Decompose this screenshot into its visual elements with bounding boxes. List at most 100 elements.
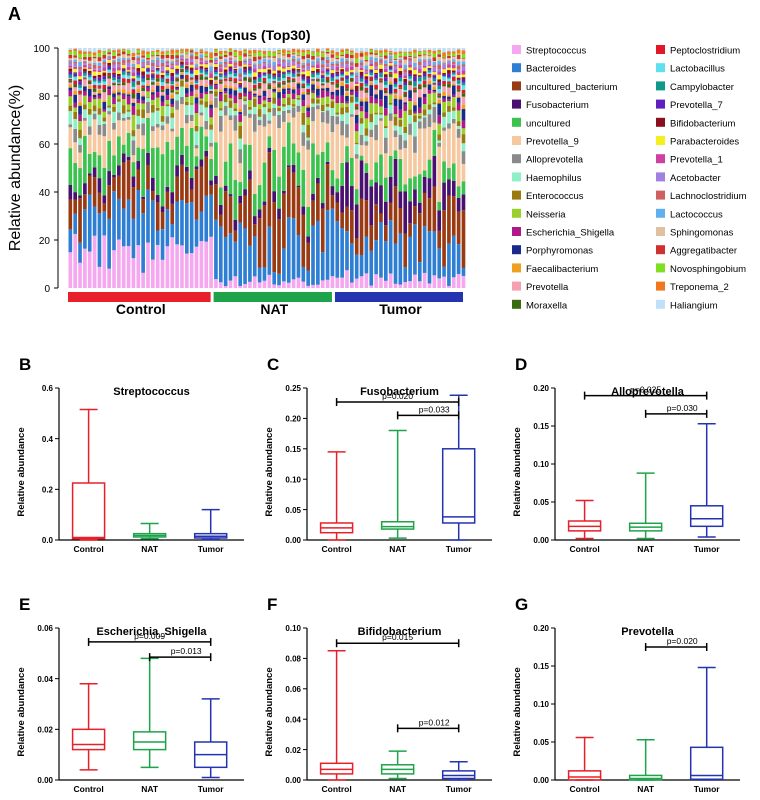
panel-ylabel: Relative abundance	[16, 667, 27, 756]
stacked-bar-segment	[383, 90, 388, 94]
stacked-bar-segment	[107, 114, 111, 141]
stacked-bar-segment	[165, 67, 170, 71]
stacked-bar-segment	[330, 48, 335, 51]
stacked-bar-segment	[316, 88, 320, 96]
stacked-bar-segment	[277, 51, 281, 54]
stacked-bar-segment	[204, 51, 209, 54]
stacked-bar-segment	[83, 135, 87, 184]
stacked-bar-segment	[180, 54, 184, 57]
stacked-bar-segment	[97, 85, 102, 88]
stacked-bar-segment	[350, 54, 354, 59]
stacked-bar-segment	[398, 68, 403, 72]
box-tumor	[689, 505, 724, 528]
stacked-bar-segment	[291, 164, 296, 173]
y-tick-label: 0.00	[37, 776, 53, 785]
stacked-bar-segment	[141, 50, 145, 55]
stacked-bar-segment	[398, 75, 403, 78]
stacked-bar-segment	[78, 76, 82, 80]
stacked-bar-segment	[165, 141, 170, 187]
stacked-bar-segment	[218, 204, 223, 215]
panel-title: Escherichia_Shigella	[96, 626, 207, 638]
stacked-bar-segment	[413, 56, 417, 58]
stacked-bar-segment	[131, 98, 136, 102]
stacked-bar-segment	[238, 50, 243, 56]
stacked-bar-segment	[354, 189, 359, 205]
stacked-bar-segment	[112, 177, 116, 192]
stacked-bar-segment	[248, 55, 252, 57]
stacked-bar-segment	[374, 94, 378, 99]
stacked-bar-segment	[267, 97, 272, 98]
stacked-bar-segment	[136, 103, 141, 110]
stacked-bar-segment	[461, 48, 466, 51]
stacked-bar-segment	[369, 103, 374, 114]
stacked-bar-segment	[286, 72, 291, 74]
stacked-bar-segment	[204, 74, 209, 77]
stacked-bar-segment	[359, 82, 364, 87]
stacked-bar-segment	[141, 199, 145, 214]
stacked-bar-segment	[233, 110, 238, 116]
stacked-bar-segment	[117, 58, 121, 62]
stacked-bar-segment	[112, 97, 116, 105]
stacked-bar-segment	[112, 104, 116, 107]
stacked-bar-segment	[335, 192, 340, 203]
stacked-bar-segment	[117, 73, 121, 77]
stacked-bar-segment	[456, 49, 461, 54]
legend-swatch	[512, 99, 521, 109]
stacked-bar-segment	[422, 50, 427, 52]
stacked-bar-segment	[277, 63, 281, 67]
stacked-bar-segment	[233, 130, 238, 180]
stacked-bar-segment	[286, 90, 291, 94]
stacked-bar-segment	[165, 63, 170, 65]
stacked-bar-segment	[87, 64, 92, 66]
stacked-bar-segment	[92, 81, 97, 85]
stacked-bar-segment	[189, 189, 194, 203]
stacked-bar-segment	[68, 87, 73, 91]
stacked-bar-segment	[117, 198, 121, 240]
stacked-bar-segment	[102, 59, 107, 62]
stacked-bar-segment	[393, 92, 398, 94]
stacked-bar-segment	[437, 93, 442, 96]
stacked-bar-segment	[102, 70, 107, 73]
stacked-bar-segment	[204, 57, 209, 61]
stacked-bar-segment	[155, 195, 160, 203]
stacked-bar-segment	[223, 53, 228, 55]
stacked-bar-segment	[359, 53, 364, 57]
stacked-bar-segment	[97, 80, 102, 83]
stacked-bar-segment	[350, 48, 354, 51]
group-bar-nat	[213, 292, 332, 302]
stacked-bar-segment	[359, 145, 364, 156]
stacked-bar-segment	[204, 60, 209, 61]
stacked-bar-segment	[311, 65, 315, 66]
stacked-bar-segment	[155, 70, 160, 72]
stacked-bar-segment	[442, 72, 446, 75]
stacked-bar-segment	[432, 122, 437, 130]
stacked-bar-segment	[447, 62, 451, 65]
stacked-bar-segment	[432, 86, 437, 90]
stacked-bar-segment	[345, 58, 349, 61]
stacked-bar-segment	[393, 125, 398, 131]
stacked-bar-segment	[442, 182, 446, 211]
stacked-bar-segment	[165, 104, 170, 107]
stacked-bar-segment	[78, 61, 82, 67]
stacked-bar-segment	[335, 95, 340, 104]
stacked-bar-segment	[184, 88, 189, 94]
stacked-bar-segment	[301, 169, 306, 207]
stacked-bar-segment	[180, 61, 184, 65]
stacked-bar-segment	[437, 82, 442, 86]
stacked-bar-segment	[214, 89, 218, 92]
y-tick-label: 0.0	[42, 536, 54, 545]
stacked-bar-segment	[175, 165, 179, 177]
stacked-bar-segment	[252, 276, 257, 288]
stacked-bar-segment	[131, 114, 136, 131]
stacked-bar-segment	[228, 55, 233, 58]
stacked-bar-segment	[73, 233, 78, 288]
stacked-bar-segment	[155, 71, 160, 75]
stacked-bar-segment	[73, 59, 78, 62]
stacked-bar-segment	[388, 102, 393, 105]
stacked-bar-segment	[451, 76, 456, 81]
stacked-bar-segment	[136, 48, 141, 51]
stacked-bar-segment	[218, 101, 223, 109]
stacked-bar-segment	[155, 56, 160, 58]
stacked-bar-segment	[311, 121, 315, 144]
stacked-bar-segment	[364, 200, 369, 237]
